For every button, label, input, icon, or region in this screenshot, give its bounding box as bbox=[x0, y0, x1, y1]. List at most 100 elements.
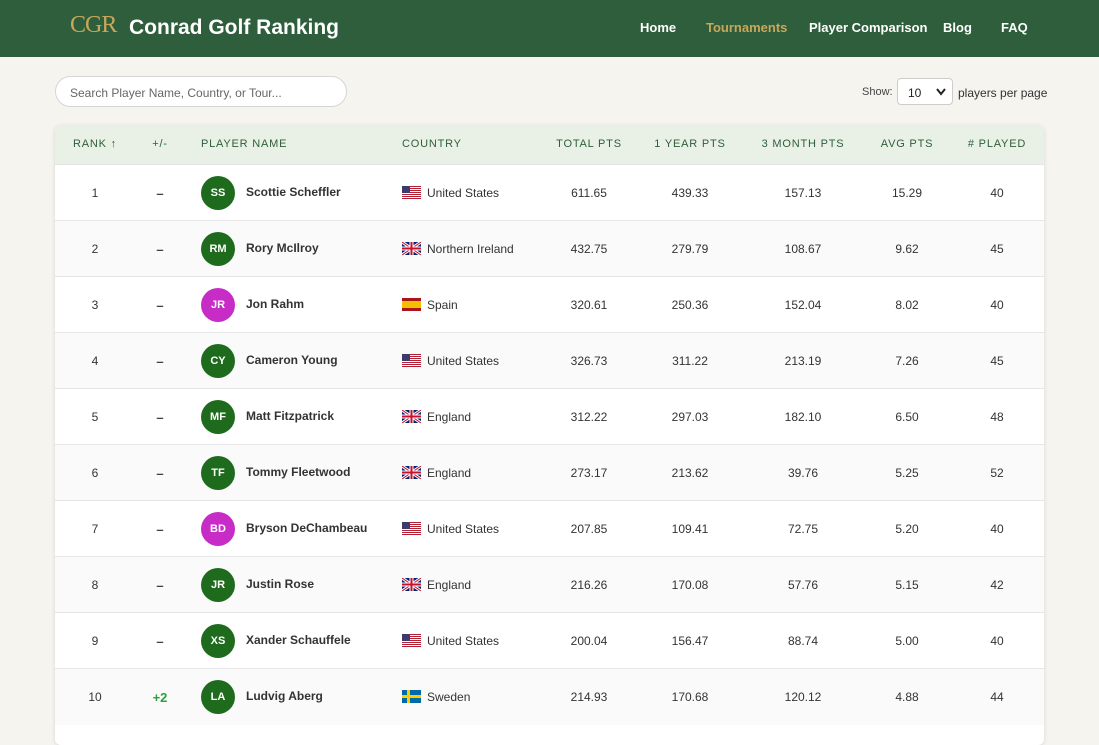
rank: 2 bbox=[91, 242, 99, 256]
rank: 8 bbox=[91, 578, 99, 592]
column-header[interactable]: COUNTRY bbox=[402, 138, 462, 150]
rank: 9 bbox=[91, 634, 99, 648]
top-bar: CGR Conrad Golf Ranking Home Tournaments P… bbox=[0, 0, 1099, 57]
table-row: 9 – XS Xander Schauffele United States 200.04… bbox=[55, 612, 1044, 669]
year-pts: 213.62 bbox=[671, 466, 709, 480]
avg-pts: 5.15 bbox=[895, 578, 919, 592]
table-row: 2 – RM Rory McIlroy Northern Ireland 432.75 27… bbox=[55, 220, 1044, 277]
events-played: 40 bbox=[990, 522, 1004, 536]
page-size-select[interactable]: 10 bbox=[897, 78, 953, 105]
month-pts: 152.04 bbox=[784, 298, 822, 312]
table-row: 10 +2 LA Ludvig Aberg Sweden 214.93 170.68 120.… bbox=[55, 668, 1044, 725]
flag bbox=[402, 690, 421, 703]
year-pts: 297.03 bbox=[671, 410, 709, 424]
column-header[interactable]: RANK ↑ bbox=[73, 138, 117, 150]
total-pts: 611.65 bbox=[571, 186, 607, 200]
nav-link[interactable]: Player Comparison bbox=[809, 20, 928, 35]
events-played: 45 bbox=[990, 354, 1004, 368]
country: United States bbox=[427, 634, 500, 648]
logo[interactable]: CGR bbox=[70, 12, 117, 38]
avatar: JR bbox=[201, 568, 235, 602]
year-pts: 311.22 bbox=[672, 354, 708, 368]
nav-link[interactable]: Tournaments bbox=[706, 20, 788, 35]
flag-box bbox=[401, 576, 422, 596]
rank: 10 bbox=[88, 690, 102, 704]
rank: 4 bbox=[91, 354, 99, 368]
player-name: Scottie Scheffler bbox=[246, 185, 341, 199]
player-name: Cameron Young bbox=[246, 353, 338, 367]
nav-link[interactable]: FAQ bbox=[1001, 20, 1028, 35]
total-pts: 200.04 bbox=[570, 634, 608, 648]
country: Northern Ireland bbox=[427, 242, 514, 256]
flag bbox=[401, 464, 422, 481]
month-pts: 182.10 bbox=[784, 410, 822, 424]
player-name: Xander Schauffele bbox=[246, 633, 351, 647]
year-pts: 250.36 bbox=[671, 298, 709, 312]
rank-change: – bbox=[156, 298, 164, 313]
country: United States bbox=[427, 522, 500, 536]
flag bbox=[402, 634, 421, 647]
rank-change: – bbox=[156, 522, 164, 537]
rank-change: +2 bbox=[152, 690, 168, 705]
rank-change: – bbox=[156, 634, 164, 649]
flag-box bbox=[402, 298, 421, 316]
table-row: 3 – JR Jon Rahm Spain 320.61 250.36 152.04 8.02 4… bbox=[55, 276, 1044, 333]
column-header: +/- bbox=[152, 138, 168, 150]
flag bbox=[401, 576, 422, 593]
events-played: 48 bbox=[990, 410, 1004, 424]
nav-link[interactable]: Home bbox=[640, 20, 677, 35]
player-name: Ludvig Aberg bbox=[246, 689, 323, 703]
avatar: TF bbox=[201, 456, 235, 490]
flag-box bbox=[402, 690, 421, 708]
month-pts: 57.76 bbox=[787, 578, 819, 592]
column-header[interactable]: AVG PTS bbox=[880, 138, 934, 150]
month-pts: 88.74 bbox=[787, 634, 819, 648]
avg-pts: 5.25 bbox=[895, 466, 919, 480]
events-played: 42 bbox=[990, 578, 1004, 592]
avg-pts: 7.26 bbox=[895, 354, 919, 368]
flag bbox=[401, 240, 422, 257]
show-label: Show: bbox=[862, 86, 893, 98]
year-pts: 170.08 bbox=[671, 578, 709, 592]
column-header[interactable]: 3 MONTH PTS bbox=[761, 138, 845, 150]
column-header[interactable]: TOTAL PTS bbox=[556, 138, 622, 150]
year-pts: 439.33 bbox=[671, 186, 709, 200]
avg-pts: 9.62 bbox=[895, 242, 919, 256]
flag-box bbox=[402, 522, 421, 540]
rank-change: – bbox=[156, 186, 164, 201]
rank-change: – bbox=[156, 578, 164, 593]
site-title[interactable]: Conrad Golf Ranking bbox=[129, 16, 339, 39]
select-arrow bbox=[936, 88, 946, 96]
player-name: Tommy Fleetwood bbox=[246, 465, 351, 479]
year-pts: 156.47 bbox=[671, 634, 709, 648]
avatar: JR bbox=[201, 288, 235, 322]
events-played: 44 bbox=[990, 690, 1004, 704]
country: Sweden bbox=[427, 690, 471, 704]
avatar: XS bbox=[201, 624, 235, 658]
events-played: 40 bbox=[990, 186, 1004, 200]
rank: 5 bbox=[91, 410, 99, 424]
rank: 6 bbox=[91, 466, 99, 480]
column-header[interactable]: 1 YEAR PTS bbox=[654, 138, 726, 150]
month-pts: 120.12 bbox=[784, 690, 822, 704]
search-input[interactable]: Search Player Name, Country, or Tour... bbox=[55, 76, 347, 107]
total-pts: 214.93 bbox=[570, 690, 608, 704]
avg-pts: 6.50 bbox=[895, 410, 919, 424]
year-pts: 109.41 bbox=[671, 522, 709, 536]
player-name: Jon Rahm bbox=[246, 297, 305, 311]
nav-link[interactable]: Blog bbox=[943, 20, 972, 35]
total-pts: 320.61 bbox=[570, 298, 608, 312]
column-header[interactable]: # PLAYED bbox=[967, 138, 1027, 150]
flag-box bbox=[401, 240, 422, 260]
avg-pts: 5.00 bbox=[895, 634, 919, 648]
table-row: 4 – CY Cameron Young United States 326.73 311.… bbox=[55, 332, 1044, 389]
avatar: MF bbox=[201, 400, 235, 434]
avg-pts: 5.20 bbox=[895, 522, 919, 536]
player-name: Matt Fitzpatrick bbox=[246, 409, 335, 423]
rank: 1 bbox=[91, 186, 99, 200]
month-pts: 72.75 bbox=[787, 522, 819, 536]
flag-box bbox=[402, 634, 421, 652]
country: England bbox=[427, 578, 472, 592]
avatar: LA bbox=[201, 680, 235, 714]
column-header[interactable]: PLAYER NAME bbox=[201, 138, 288, 150]
